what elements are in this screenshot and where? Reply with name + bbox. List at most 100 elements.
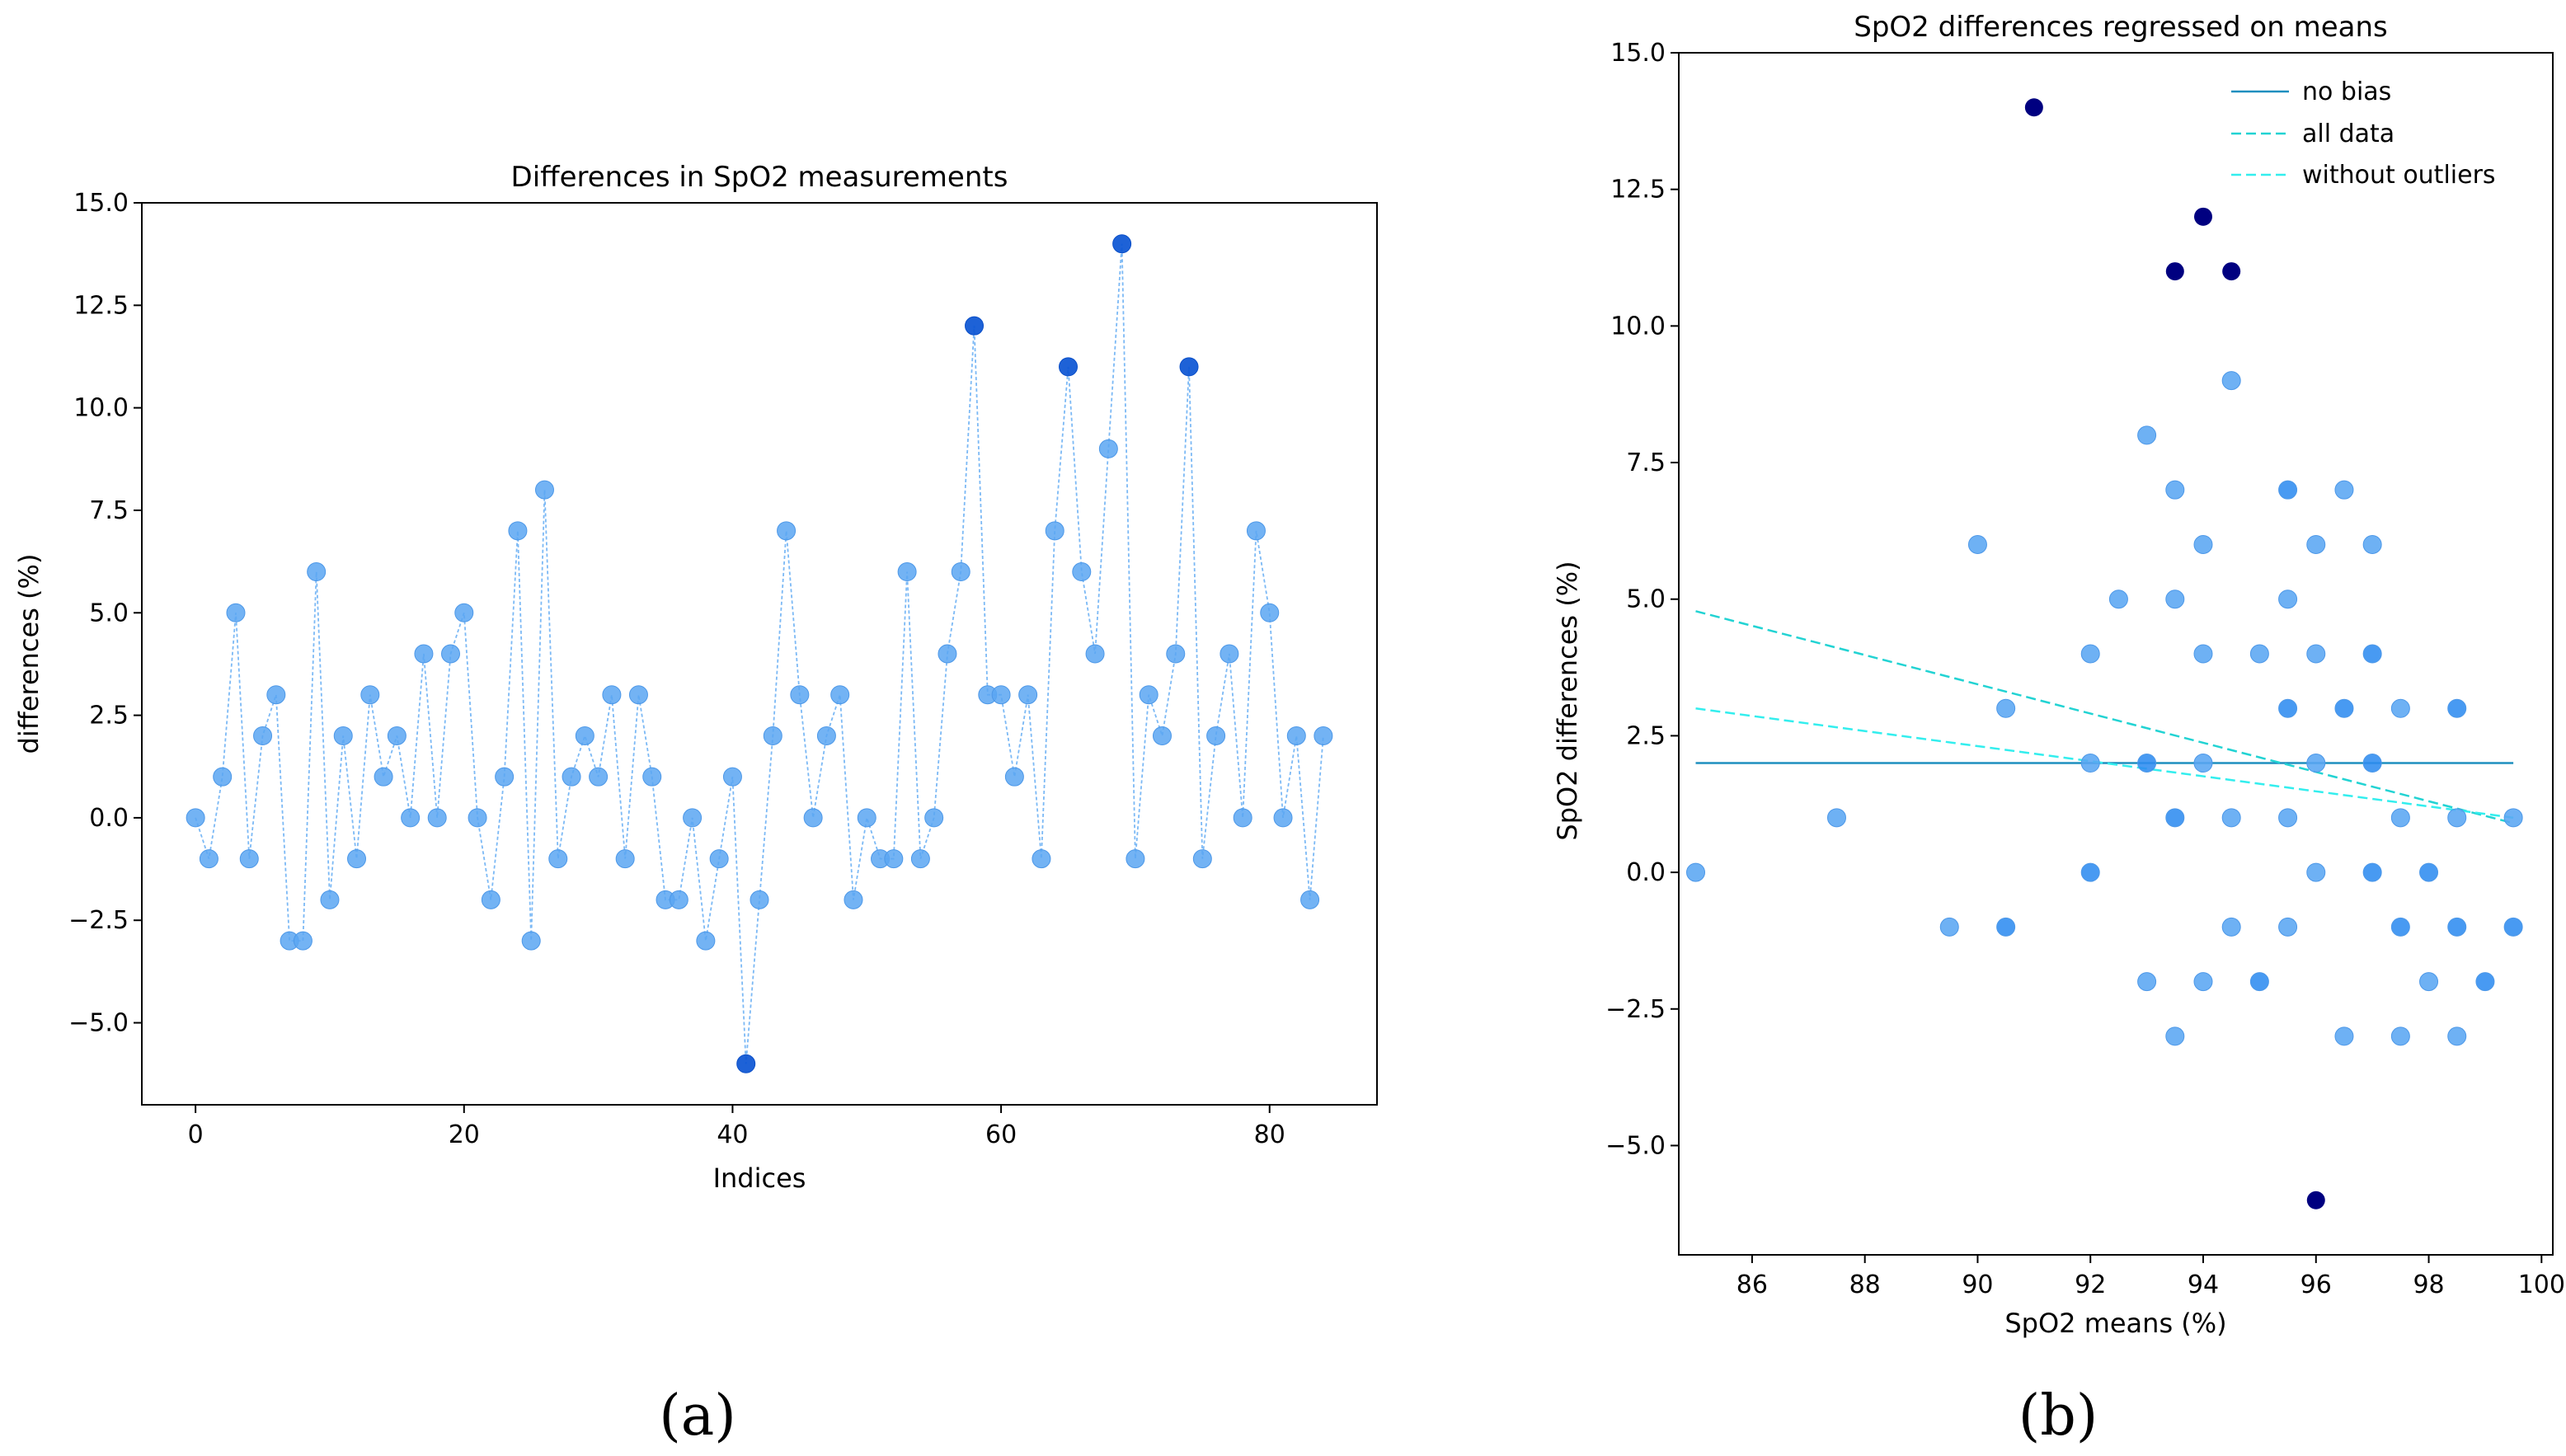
data-point xyxy=(1139,685,1158,705)
data-point xyxy=(615,849,635,869)
caption-a: (a) xyxy=(659,1383,736,1449)
chart-a-xtick-label: 0 xyxy=(188,1120,204,1149)
data-point xyxy=(938,644,957,664)
legend-no-bias-label: no bias xyxy=(2302,77,2391,106)
data-point xyxy=(803,808,823,828)
data-point xyxy=(427,808,447,828)
data-point xyxy=(1286,726,1306,745)
chart-a-ytick-label: 15.0 xyxy=(73,189,129,218)
data-point xyxy=(1246,521,1266,541)
scatter-point xyxy=(2334,1026,2354,1046)
data-point xyxy=(1166,644,1186,664)
scatter-point xyxy=(2306,644,2326,664)
chart-a-ytick-label: −5.0 xyxy=(68,1009,129,1038)
regression-line-all-data xyxy=(1695,610,2514,824)
scatter-point xyxy=(2362,862,2382,882)
chart-a-ytick-label: 2.5 xyxy=(89,702,129,730)
data-point xyxy=(575,726,595,745)
chart-b-ytick-label: 5.0 xyxy=(1626,585,1666,614)
chart-b-ytick-label: 0.0 xyxy=(1626,858,1666,887)
data-point xyxy=(722,767,742,787)
data-point xyxy=(683,808,703,828)
scatter-point xyxy=(2475,972,2495,992)
chart-b-xtick-label: 98 xyxy=(2413,1270,2444,1299)
scatter-point xyxy=(2278,480,2298,500)
scatter-point xyxy=(2249,972,2269,992)
scatter-point xyxy=(2193,754,2213,773)
chart-a-ytick-label: 7.5 xyxy=(89,496,129,525)
data-point xyxy=(293,931,313,951)
data-point xyxy=(360,685,380,705)
scatter-point xyxy=(2362,644,2382,664)
data-point xyxy=(253,726,273,745)
data-point xyxy=(307,562,327,582)
legend-all-data-label: all data xyxy=(2302,120,2394,148)
scatter-point xyxy=(2334,480,2354,500)
data-point xyxy=(481,890,501,909)
chart-b-plot-frame xyxy=(1678,52,2554,1256)
data-point xyxy=(910,849,930,869)
data-point xyxy=(1045,521,1064,541)
data-point xyxy=(924,808,944,828)
chart-a-xlabel: Indices xyxy=(713,1162,806,1194)
chart-b-ytick-label: 12.5 xyxy=(1610,176,1666,204)
chart-b-legend: no bias all data without outliers xyxy=(2231,77,2496,190)
data-point xyxy=(816,726,836,745)
scatter-point xyxy=(2193,534,2213,554)
scatter-point xyxy=(2165,589,2185,609)
chart-a-plot-frame xyxy=(141,202,1378,1106)
scatter-point xyxy=(2334,698,2354,718)
scatter-point xyxy=(2278,917,2298,937)
data-point xyxy=(1300,890,1320,909)
data-point xyxy=(374,767,393,787)
data-point xyxy=(387,726,407,745)
data-point xyxy=(1126,849,1145,869)
data-point xyxy=(199,849,219,869)
data-point xyxy=(951,562,970,582)
chart-b-xlabel: SpO2 means (%) xyxy=(2004,1308,2226,1339)
scatter-point xyxy=(2390,808,2410,828)
data-point xyxy=(1260,603,1280,622)
scatter-point xyxy=(1967,534,1987,554)
legend-without-outliers-label: without outliers xyxy=(2302,161,2496,190)
data-point xyxy=(1004,767,1024,787)
scatter-point xyxy=(2278,808,2298,828)
chart-b-xtick-label: 88 xyxy=(1849,1270,1881,1299)
outlier-point xyxy=(1112,234,1132,254)
data-point xyxy=(790,685,810,705)
scatter-point xyxy=(2278,698,2298,718)
chart-a-points xyxy=(186,234,1333,1073)
scatter-point xyxy=(2249,644,2269,664)
scatter-point xyxy=(1996,917,2016,937)
data-point xyxy=(709,849,729,869)
data-point xyxy=(1032,849,1051,869)
chart-a-ytick-label: 5.0 xyxy=(89,599,129,627)
data-point xyxy=(468,808,487,828)
regression-line-without-outliers xyxy=(1695,707,2514,820)
data-point xyxy=(401,808,421,828)
scatter-point xyxy=(1686,862,1706,882)
data-point xyxy=(897,562,917,582)
chart-b-ytick-label: 10.0 xyxy=(1610,312,1666,341)
data-point xyxy=(1273,808,1293,828)
outlier-point xyxy=(2222,262,2241,281)
data-point xyxy=(763,726,782,745)
scatter-point xyxy=(2278,589,2298,609)
data-point xyxy=(1018,685,1038,705)
outlier-point xyxy=(736,1054,756,1073)
scatter-point xyxy=(2362,534,2382,554)
scatter-point xyxy=(2221,917,2241,937)
chart-a-ytick-label: −2.5 xyxy=(68,906,129,935)
chart-a-ticks: 0 20 40 60 80 −5.0 −2.5 0.0 2.5 5.0 7.5 10.0 12.5 15.… xyxy=(68,189,1285,1149)
chart-b-points xyxy=(1686,98,2523,1209)
scatter-point xyxy=(2447,917,2467,937)
scatter-point xyxy=(2165,480,2185,500)
chart-a-title: Differences in SpO2 measurements xyxy=(511,161,1008,194)
data-point xyxy=(628,685,648,705)
scatter-point xyxy=(2193,644,2213,664)
chart-a-ytick-label: 12.5 xyxy=(73,291,129,320)
scatter-point xyxy=(1826,808,1846,828)
chart-b-regression-lines xyxy=(1695,610,2514,824)
scatter-point xyxy=(2108,589,2128,609)
outlier-point xyxy=(2194,207,2212,226)
